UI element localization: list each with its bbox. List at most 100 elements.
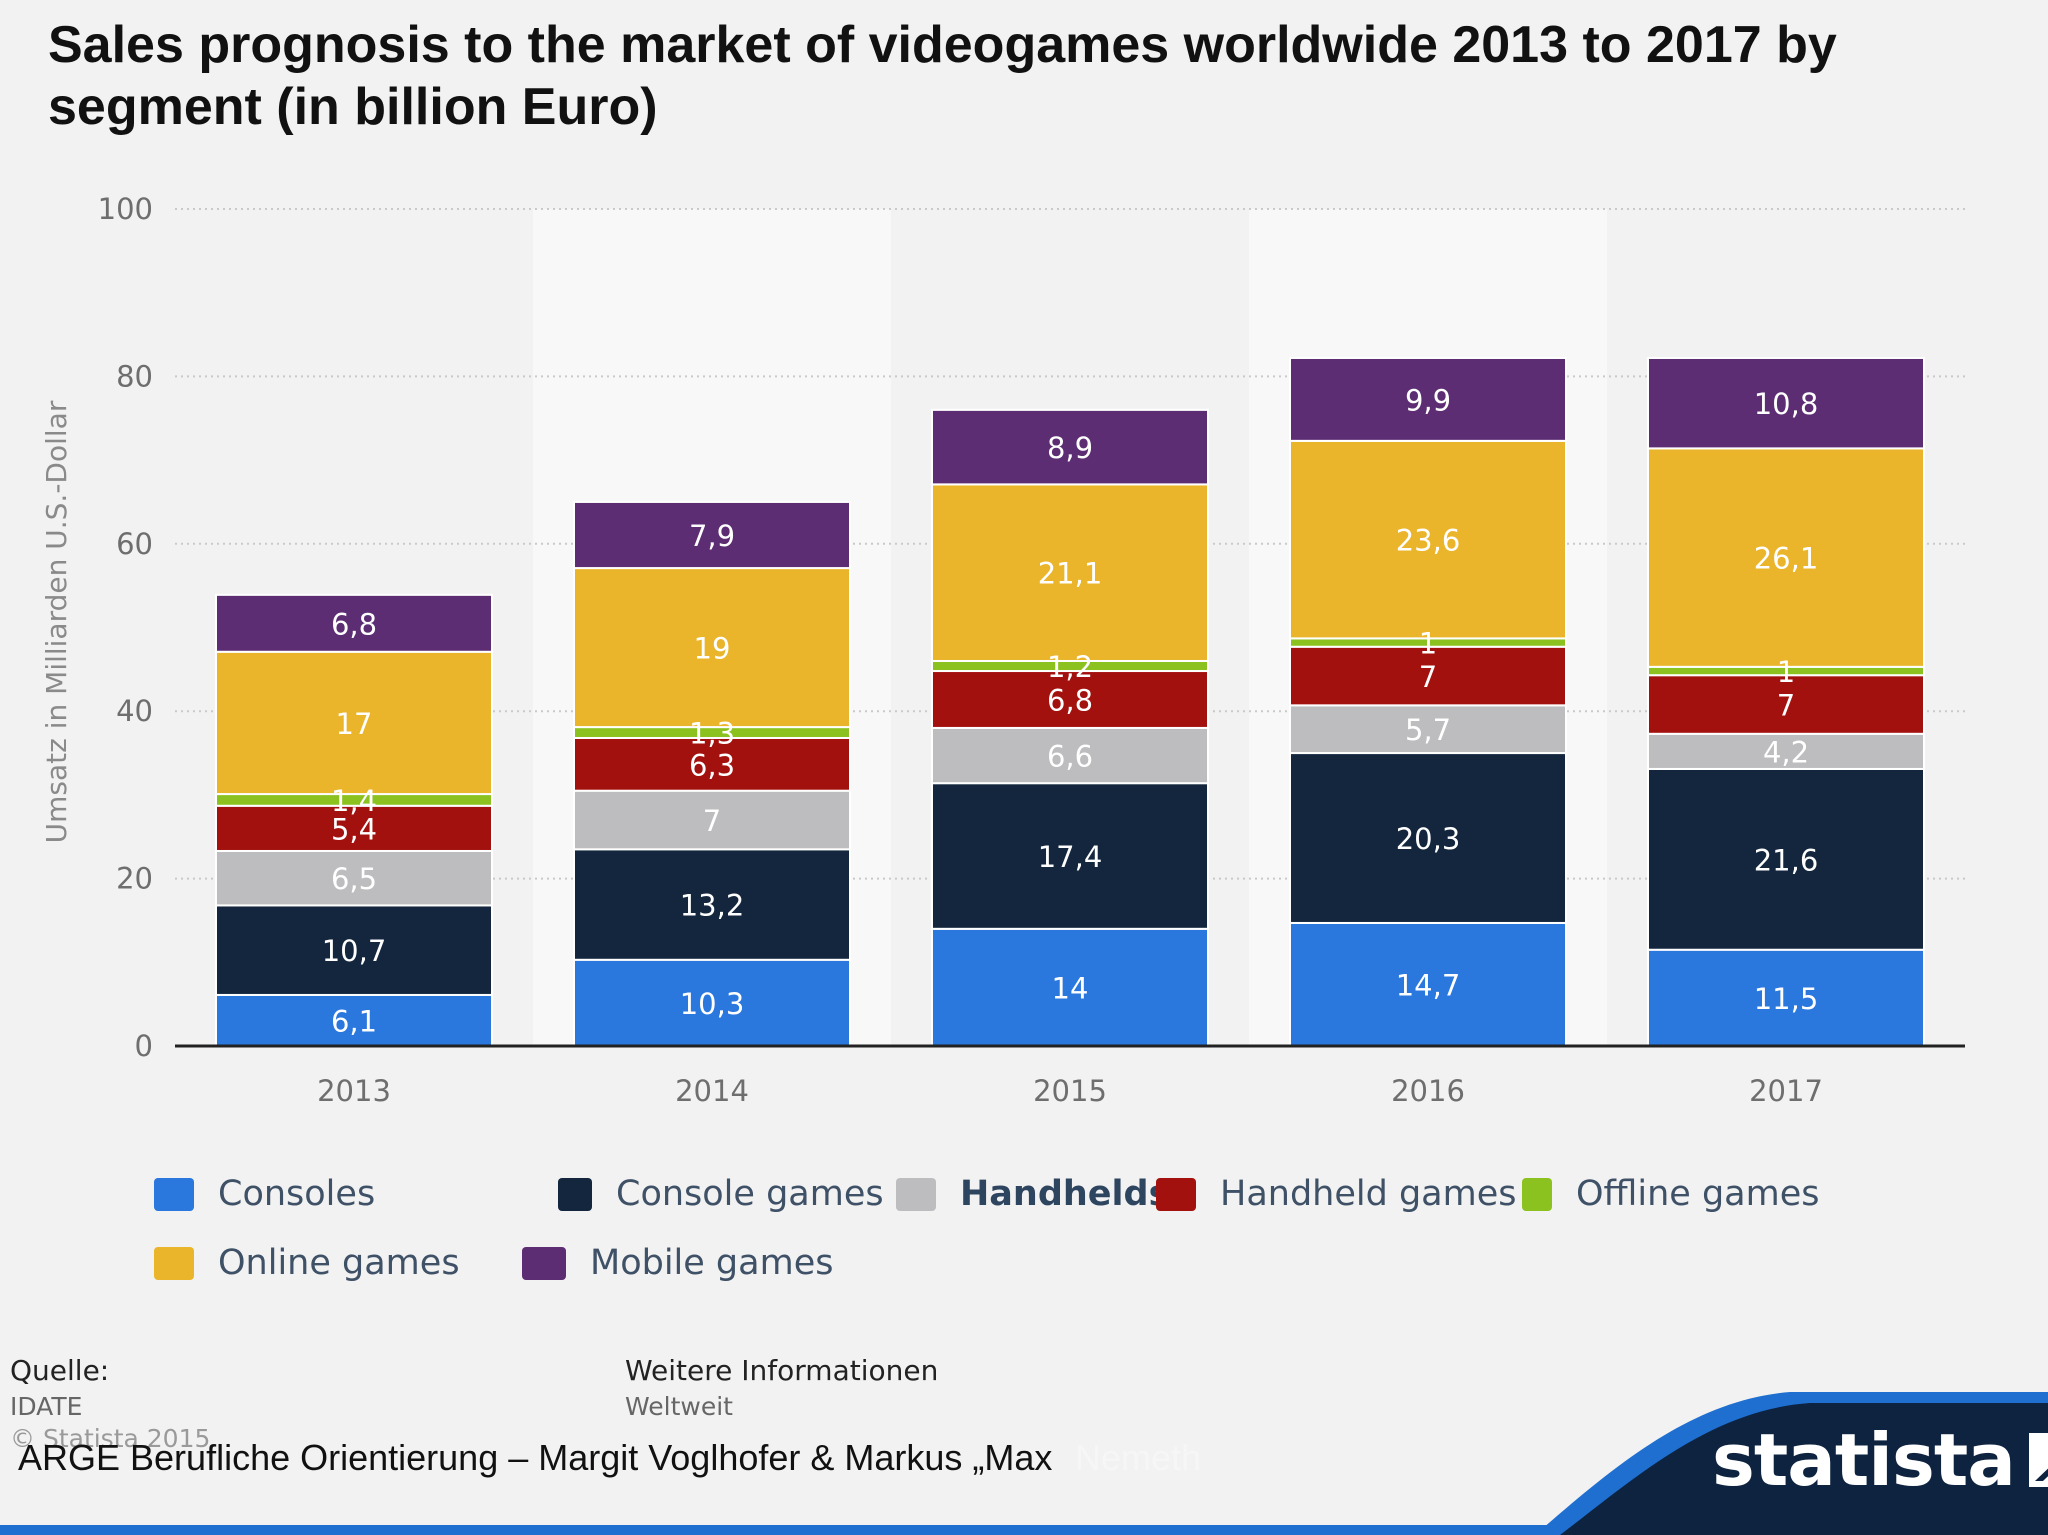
x-tick-label: 2014 [675, 1074, 749, 1108]
data-label: 1 [1419, 627, 1437, 661]
legend-mobile-games[interactable]: Mobile games [522, 1243, 833, 1283]
legend-swatch [1522, 1177, 1552, 1211]
data-label: 6,8 [1047, 683, 1093, 717]
data-label: 21,6 [1754, 843, 1819, 877]
data-label: 6,8 [331, 607, 377, 641]
legend-label: Consoles [218, 1174, 376, 1214]
logo-text: statista [1712, 1418, 2016, 1502]
data-label: 23,6 [1396, 524, 1461, 558]
statista-logo[interactable]: statista [1712, 1418, 2048, 1502]
data-label: 21,1 [1038, 557, 1103, 591]
legend-handhelds[interactable]: Handhelds [896, 1174, 1169, 1214]
data-label: 1,3 [689, 717, 735, 751]
data-label: 6,3 [689, 748, 735, 782]
bar-segment-mobile-games-2013[interactable] [215, 593, 493, 653]
x-tick-label: 2013 [317, 1074, 391, 1108]
statista-mark-icon [2028, 1433, 2048, 1487]
bar-segment-handhelds-2014[interactable] [573, 789, 851, 851]
y-tick-label: 100 [98, 192, 153, 226]
data-label: 1 [1777, 655, 1795, 689]
bar-segment-consoles-2014[interactable] [573, 958, 851, 1047]
bar-segment-online-games-2014[interactable] [573, 567, 851, 729]
x-tick-label: 2015 [1033, 1074, 1107, 1108]
legend-swatch [558, 1177, 592, 1211]
legend-label: Console games [616, 1174, 884, 1214]
bar-segment-handheld-games-2014[interactable] [573, 736, 851, 792]
info-label[interactable]: Weitere Informationen [625, 1354, 939, 1387]
data-label: 7,9 [689, 519, 735, 553]
legend-handheld-games[interactable]: Handheld games [1156, 1174, 1516, 1214]
bar-segment-handhelds-2015[interactable] [931, 726, 1209, 785]
bar-segment-handhelds-2016[interactable] [1289, 704, 1567, 755]
legend-swatch [1156, 1177, 1196, 1211]
legend-consoles[interactable]: Consoles [154, 1174, 375, 1214]
info-value: Weltweit [625, 1392, 733, 1421]
bar-segment-console-games-2016[interactable] [1289, 752, 1567, 924]
data-label: 17,4 [1038, 840, 1103, 874]
bar-segment-console-games-2014[interactable] [573, 848, 851, 961]
source-value: IDATE [10, 1392, 83, 1421]
data-label: 10,7 [322, 934, 387, 968]
bar-segment-handheld-games-2017[interactable] [1647, 674, 1925, 735]
data-label: 14 [1052, 971, 1089, 1005]
y-tick-label: 0 [135, 1029, 153, 1063]
bar-segment-mobile-games-2015[interactable] [931, 408, 1209, 486]
y-tick-label: 40 [116, 694, 153, 728]
bar-segment-online-games-2015[interactable] [931, 483, 1209, 662]
data-label: 19 [694, 632, 731, 666]
legend-offline-games[interactable]: Offline games [1522, 1174, 1819, 1214]
source-label: Quelle: [10, 1354, 110, 1387]
data-label: 4,2 [1763, 735, 1809, 769]
data-label: 11,5 [1754, 982, 1819, 1016]
data-label: 20,3 [1396, 822, 1461, 856]
bar-segment-mobile-games-2014[interactable] [573, 500, 851, 570]
data-label: 1,4 [331, 784, 377, 818]
data-label: 5,4 [331, 812, 377, 846]
data-label: 17 [336, 707, 373, 741]
legend-label: Offline games [1576, 1174, 1820, 1214]
bar-segment-console-games-2015[interactable] [931, 782, 1209, 930]
data-label: 13,2 [680, 889, 745, 923]
legend-label: Online games [218, 1243, 460, 1283]
data-label: 9,9 [1405, 383, 1451, 417]
bar-segment-mobile-games-2017[interactable] [1647, 356, 1925, 450]
legend-swatch [154, 1246, 194, 1280]
data-label: 10,8 [1754, 387, 1819, 421]
legend-swatch [896, 1177, 936, 1211]
bar-segment-handhelds-2017[interactable] [1647, 732, 1925, 770]
data-label: 6,1 [331, 1004, 377, 1038]
data-label: 1,2 [1047, 650, 1093, 684]
legend-online-games[interactable]: Online games [154, 1243, 460, 1283]
y-axis-label: Umsatz in Milliarden U.S.-Dollar [40, 400, 73, 843]
bar-segment-consoles-2017[interactable] [1647, 948, 1925, 1047]
legend-label: Handheld games [1220, 1174, 1517, 1214]
bar-segment-mobile-games-2016[interactable] [1289, 356, 1567, 442]
bar-segment-consoles-2016[interactable] [1289, 921, 1567, 1047]
y-tick-label: 60 [116, 527, 153, 561]
bar-segment-handheld-games-2015[interactable] [931, 670, 1209, 729]
x-tick-label: 2016 [1391, 1074, 1465, 1108]
data-label: 7 [1419, 660, 1437, 694]
data-label: 26,1 [1754, 542, 1819, 576]
legend-label: Mobile games [590, 1243, 834, 1283]
data-label: 6,6 [1047, 740, 1093, 774]
legend-swatch [154, 1177, 194, 1211]
x-tick-label: 2017 [1749, 1074, 1823, 1108]
chart-title: Sales prognosis to the market of videoga… [48, 16, 1837, 136]
data-label: 10,3 [680, 987, 745, 1021]
y-tick-label: 80 [116, 359, 153, 393]
credit-text: ARGE Berufliche Orientierung – Margit Vo… [18, 1437, 1053, 1478]
bar-segment-consoles-2015[interactable] [931, 927, 1209, 1048]
legend-label: Handhelds [960, 1174, 1170, 1214]
copyright: © Statista 2015 [10, 1424, 211, 1453]
data-label: 6,5 [331, 862, 377, 896]
data-label: 14,7 [1396, 968, 1461, 1002]
data-label: 7 [703, 804, 721, 838]
y-tick-label: 20 [116, 862, 153, 896]
legend-console-games[interactable]: Console games [558, 1174, 884, 1214]
legend-swatch [522, 1246, 566, 1280]
data-label: 7 [1777, 689, 1795, 723]
data-label: 8,9 [1047, 431, 1093, 465]
